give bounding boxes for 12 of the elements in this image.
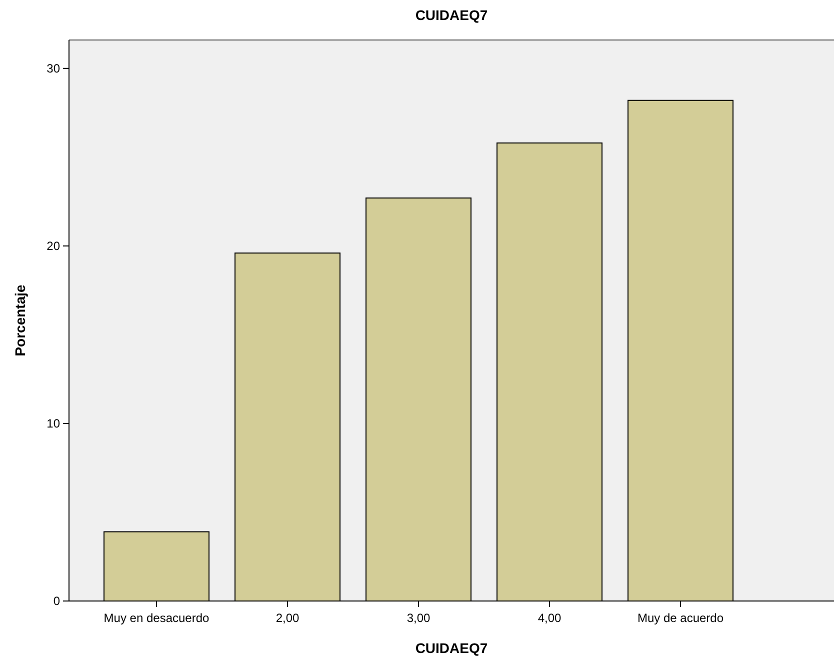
- x-tick-label: 3,00: [406, 611, 430, 625]
- x-tick-label: Muy de acuerdo: [637, 611, 724, 625]
- x-axis-title: CUIDAEQ7: [415, 640, 488, 656]
- x-tick-label: 4,00: [538, 611, 562, 625]
- y-tick-label: 20: [46, 239, 60, 254]
- y-tick-label: 30: [46, 62, 60, 76]
- y-axis-title: Porcentaje: [12, 284, 28, 356]
- chart-title: CUIDAEQ7: [415, 7, 488, 23]
- y-tick-label: 0: [53, 594, 60, 608]
- x-tick-label: 2,00: [276, 611, 300, 625]
- x-tick-label: Muy en desacuerdo: [104, 611, 210, 625]
- y-tick-label: 10: [46, 416, 60, 431]
